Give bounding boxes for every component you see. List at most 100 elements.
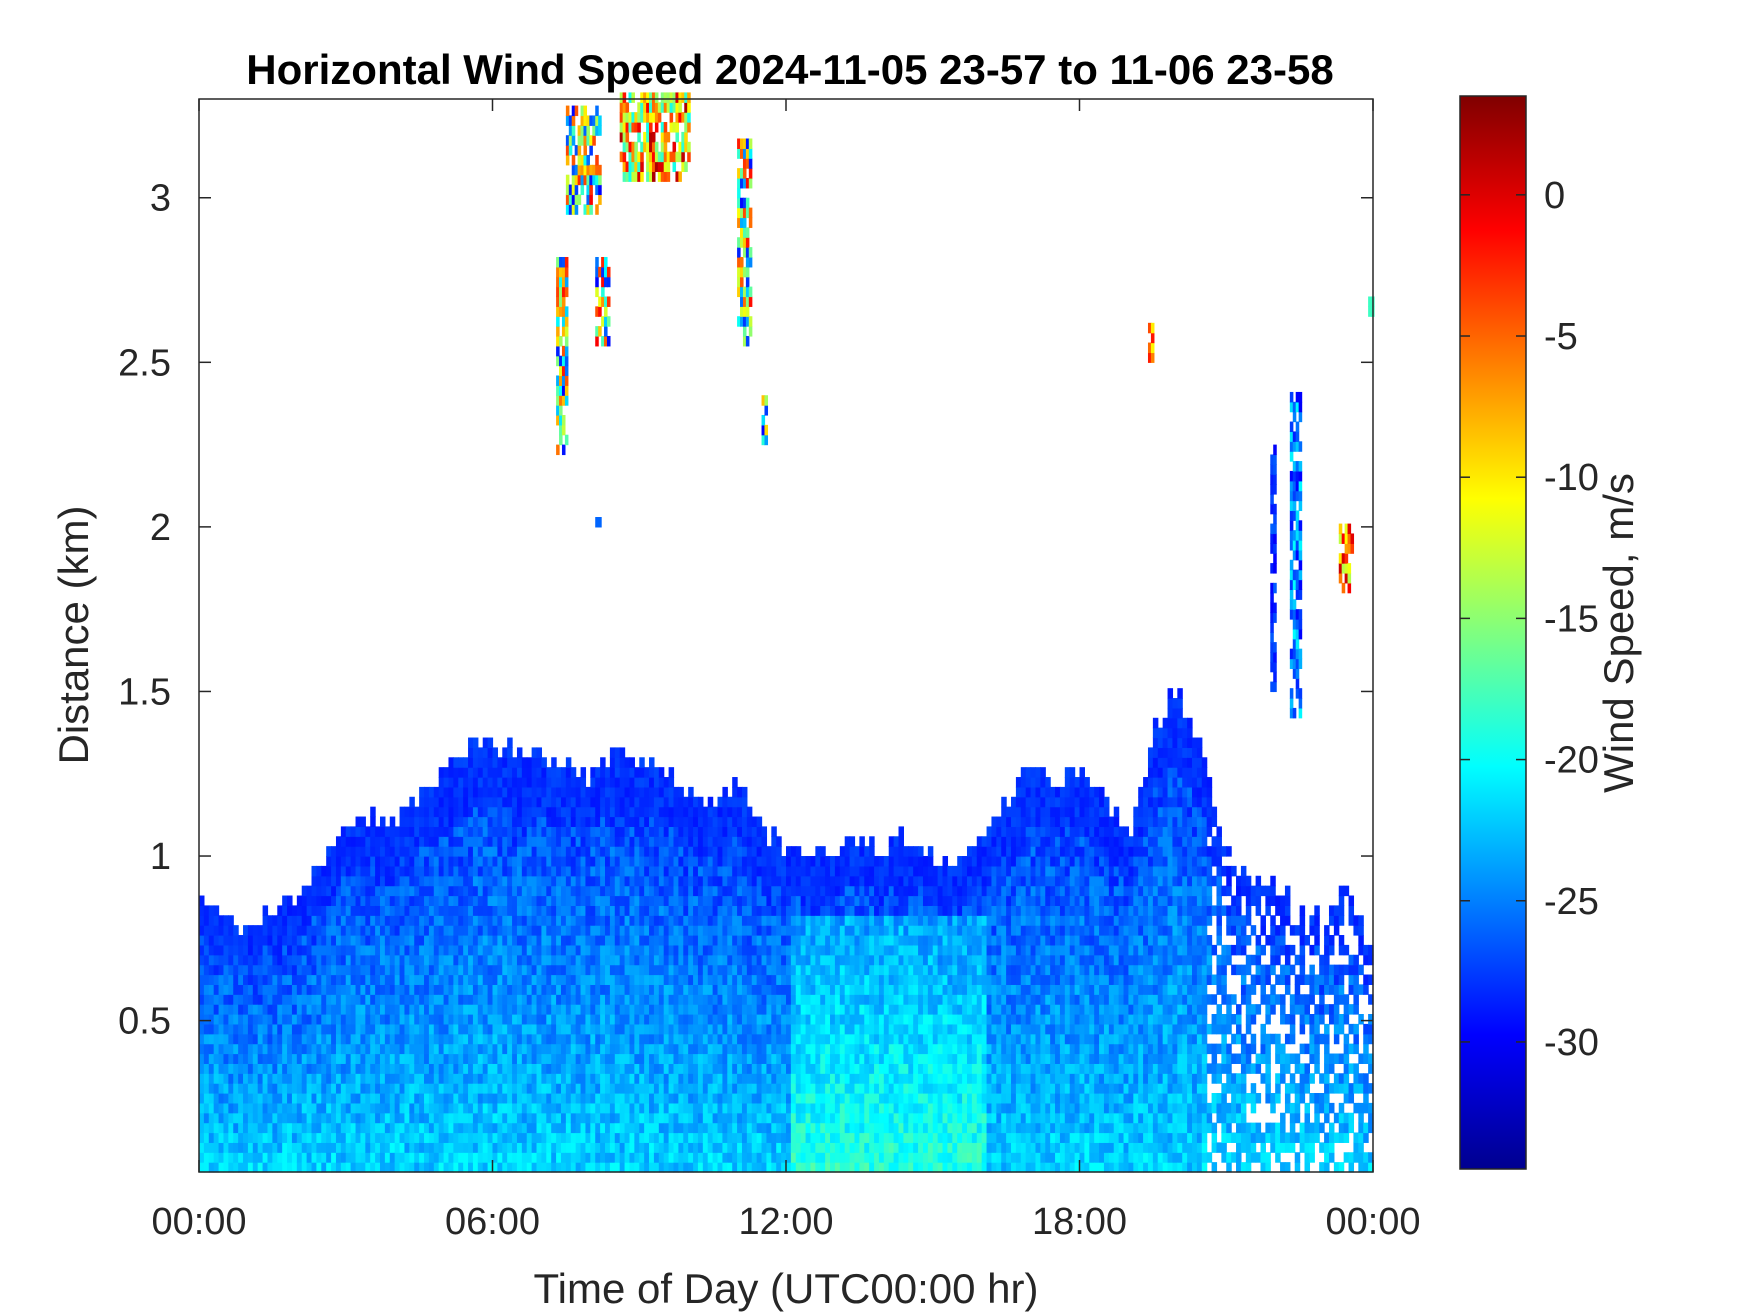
heatmap-cell: [482, 1053, 489, 1064]
heatmap-cell: [497, 954, 503, 966]
heatmap-cell: [512, 1073, 518, 1084]
heatmap-cell: [433, 875, 440, 887]
heatmap-cell: [541, 1102, 547, 1114]
heatmap-cell: [375, 885, 381, 897]
heatmap-cell: [800, 1122, 807, 1134]
heatmap-cell: [243, 1132, 249, 1143]
heatmap-cell: [580, 767, 587, 778]
heatmap-cell: [839, 1004, 846, 1015]
heatmap-cell: [639, 1122, 645, 1134]
heatmap-cell: [565, 905, 572, 916]
heatmap-cell: [213, 935, 220, 946]
heatmap-cell: [345, 1122, 352, 1134]
heatmap-cell: [624, 826, 631, 837]
heatmap-cell: [453, 757, 459, 768]
heatmap-cell: [296, 1004, 303, 1015]
heatmap-cell: [653, 1093, 660, 1104]
heatmap-cell: [751, 1023, 758, 1035]
heatmap-cell: [316, 1073, 322, 1084]
heatmap-cell: [624, 1043, 631, 1055]
heatmap-cell: [653, 1102, 660, 1114]
heatmap-cell: [761, 915, 768, 926]
heatmap-cell: [516, 954, 523, 966]
heatmap-cell: [717, 856, 724, 867]
heatmap-cell: [477, 796, 484, 808]
heatmap-cell: [741, 1162, 748, 1173]
heatmap-cell: [697, 964, 704, 976]
heatmap-cell: [727, 944, 733, 956]
heatmap-cell: [600, 1063, 606, 1074]
heatmap-cell: [311, 984, 317, 995]
heatmap-cell: [277, 944, 283, 956]
heatmap-cell: [732, 836, 738, 847]
heatmap-cell: [609, 944, 616, 956]
heatmap-cell: [326, 885, 332, 897]
heatmap-cell: [512, 885, 518, 897]
heatmap-cell: [243, 1053, 249, 1064]
heatmap-cell: [570, 954, 577, 966]
heatmap-cell: [644, 796, 650, 808]
heatmap-cell: [277, 1073, 283, 1084]
heatmap-cell: [306, 895, 313, 906]
heatmap-cell: [257, 1053, 264, 1064]
heatmap-cell: [693, 944, 699, 956]
heatmap-cell: [830, 1112, 836, 1124]
heatmap-cell: [673, 974, 679, 985]
heatmap-cell: [585, 1122, 591, 1134]
heatmap-cell: [512, 984, 518, 995]
heatmap-cell: [321, 895, 327, 906]
heatmap-cell: [766, 915, 772, 926]
heatmap-cell: [839, 1142, 846, 1153]
heatmap-cell: [213, 915, 220, 926]
heatmap-cell: [370, 1073, 376, 1084]
heatmap-cell: [722, 944, 728, 956]
heatmap-cell: [326, 925, 332, 936]
heatmap-cell: [233, 935, 239, 946]
heatmap-cell: [771, 925, 777, 936]
heatmap-cell: [732, 1152, 738, 1163]
heatmap-cell: [458, 1152, 464, 1163]
heatmap-cell: [702, 974, 709, 985]
heatmap-cell: [443, 1142, 450, 1153]
heatmap-cell: [477, 964, 484, 976]
heatmap-cell: [365, 1023, 371, 1035]
heatmap-cell: [614, 935, 621, 946]
heatmap-cell: [331, 925, 337, 936]
heatmap-cell: [702, 1033, 709, 1045]
heatmap-cell: [639, 806, 645, 818]
heatmap-cell: [516, 895, 523, 906]
heatmap-cell: [756, 885, 763, 897]
heatmap-cell: [570, 1063, 577, 1074]
heatmap-cell: [458, 895, 464, 906]
heatmap-cell: [384, 984, 391, 995]
heatmap-cell: [335, 865, 342, 877]
heatmap-cell: [257, 1014, 264, 1025]
heatmap-cell: [350, 875, 357, 887]
heatmap-cell: [595, 816, 601, 827]
heatmap-cell: [213, 954, 220, 966]
heatmap-cell: [565, 1043, 572, 1055]
heatmap-cell: [375, 1122, 381, 1134]
heatmap-cell: [605, 875, 611, 887]
heatmap-cell: [282, 1093, 288, 1104]
heatmap-cell: [649, 1102, 655, 1114]
heatmap-cell: [502, 1043, 508, 1055]
heatmap-cell: [766, 1083, 772, 1094]
heatmap-cell: [717, 806, 724, 818]
heatmap-cell: [683, 925, 689, 936]
heatmap-cell: [311, 895, 317, 906]
heatmap-cell: [233, 925, 239, 936]
heatmap-cell: [331, 984, 337, 995]
heatmap-cell: [199, 974, 205, 985]
heatmap-cell: [663, 1132, 670, 1143]
heatmap-cell: [247, 1053, 254, 1064]
heatmap-cell: [786, 1053, 792, 1064]
heatmap-cell: [526, 905, 533, 916]
heatmap-cell: [262, 984, 269, 995]
heatmap-cell: [428, 1152, 435, 1163]
heatmap-cell: [350, 1063, 357, 1074]
heatmap-cell: [771, 994, 777, 1005]
heatmap-cell: [722, 915, 728, 926]
heatmap-cell: [805, 974, 812, 985]
heatmap-cell: [605, 1063, 611, 1074]
